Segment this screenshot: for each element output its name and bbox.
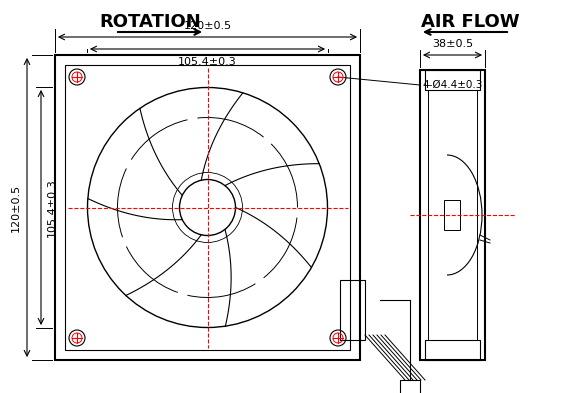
Bar — [444, 200, 460, 230]
Bar — [425, 70, 480, 90]
Bar — [400, 380, 420, 393]
Text: ROTATION: ROTATION — [99, 13, 201, 31]
Bar — [425, 340, 480, 360]
Text: 105.4±0.3: 105.4±0.3 — [178, 57, 237, 67]
Text: 120±0.5: 120±0.5 — [183, 21, 232, 31]
Text: 120±0.5: 120±0.5 — [11, 184, 21, 231]
Text: AIR FLOW: AIR FLOW — [421, 13, 519, 31]
Bar — [65, 65, 350, 350]
Bar — [340, 280, 365, 340]
Text: 4-Ø4.4±0.3: 4-Ø4.4±0.3 — [422, 80, 482, 90]
Bar — [420, 70, 485, 360]
Text: 105.4±0.3: 105.4±0.3 — [47, 178, 57, 237]
Text: 38±0.5: 38±0.5 — [432, 39, 473, 49]
Bar — [55, 55, 360, 360]
